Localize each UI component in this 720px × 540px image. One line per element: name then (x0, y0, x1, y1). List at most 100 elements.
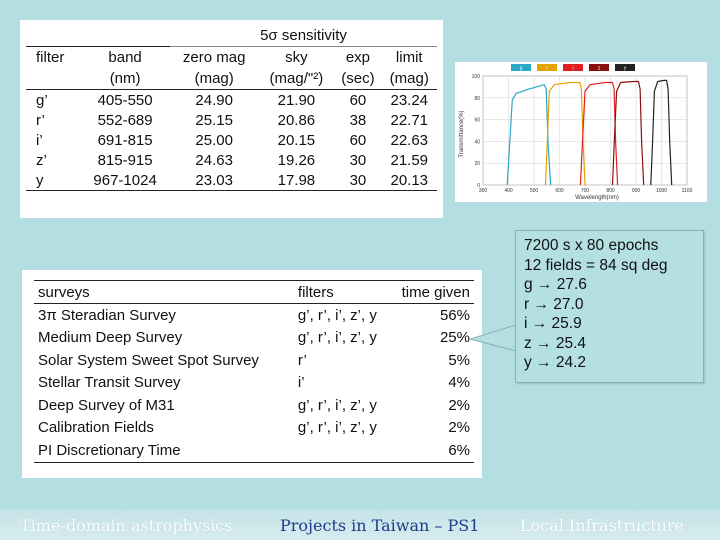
survey-name: Stellar Transit Survey (38, 374, 181, 392)
legend-label-i: i (572, 66, 573, 72)
survey-time: 2% (448, 419, 470, 437)
sensitivity-units-row: (nm) (mag) (mag/"²) (sec) (mag) (26, 67, 437, 90)
survey-row: Solar System Sweet Spot Survey r’ 5% (34, 349, 474, 372)
cell: 22.71 (390, 111, 429, 129)
y-tick-label: 40 (474, 139, 480, 145)
legend-label-y: y (624, 66, 627, 72)
legend-swatch-y (615, 64, 635, 71)
survey-time: 25% (439, 329, 470, 347)
unit-limit: (mag) (381, 67, 437, 90)
callout-line: g → 27.6 (524, 276, 587, 293)
survey-row: PI Discretionary Time 6% (34, 439, 474, 463)
cell: 24.90 (195, 91, 233, 109)
x-axis-label: Wavelength(nm) (575, 195, 619, 201)
x-tick-label: 400 (504, 188, 513, 194)
survey-time: 4% (448, 374, 470, 392)
survey-filters (297, 439, 402, 463)
legend-label-r: r (546, 66, 548, 72)
callout-line: 12 fields = 84 sq deg (524, 256, 668, 274)
callout-line: z → 25.4 (524, 334, 587, 352)
survey-time: 6% (401, 439, 474, 463)
header-band: band (80, 46, 170, 67)
cell: y (26, 170, 81, 191)
y-tick-label: 60 (474, 118, 480, 124)
series-line-r (544, 81, 586, 186)
sensitivity-row: i’ 691-815 25.00 20.15 60 22.63 (26, 130, 437, 150)
x-tick-label: 800 (606, 188, 615, 194)
cell: 552-689 (97, 111, 153, 129)
x-tick-label: 700 (581, 188, 590, 194)
survey-row: Medium Deep Survey g’, r’, i’, z’, y 25% (34, 327, 474, 350)
sensitivity-row: g’ 405-550 24.90 21.90 60 23.24 (26, 90, 437, 111)
y-axis-label: Transmittance(%) (459, 110, 465, 157)
x-tick-label: 900 (632, 188, 641, 194)
survey-time: 2% (448, 396, 470, 414)
unit-exp: (sec) (334, 67, 382, 90)
survey-time: 56% (439, 306, 470, 324)
sensitivity-row: z’ 815-915 24.63 19.26 30 21.59 (26, 150, 437, 170)
cell: 21.90 (277, 91, 316, 109)
header-exp: exp (334, 46, 382, 67)
sensitivity-title: 5σ sensitivity (169, 24, 437, 47)
cell: 60 (349, 131, 367, 149)
transmission-chart-panel: 300 400 500 600 700 800 900 1000 1100 0 20 40 60 80 10… (455, 62, 707, 202)
cell: 691-815 (97, 131, 153, 149)
y-tick-label: 100 (472, 74, 481, 80)
x-tick-label: 300 (479, 188, 488, 194)
survey-name: Solar System Sweet Spot Survey (38, 351, 259, 369)
transmission-chart: 300 400 500 600 700 800 900 1000 1100 0 20 40 60 80 10… (459, 64, 693, 201)
cell: 22.63 (390, 131, 429, 149)
cell: 23.24 (390, 91, 429, 109)
cell: 20.15 (277, 131, 316, 149)
cell: 38 (349, 111, 367, 129)
legend-label-g: g (520, 66, 523, 72)
cell: 20.13 (381, 170, 437, 191)
header-time-given: time given (401, 280, 474, 304)
survey-filters: g’, r’, i’, z’, y (297, 306, 377, 324)
callout-line: r → 27.0 (524, 295, 584, 313)
survey-table: surveys filters time given 3π Steradian … (34, 280, 474, 463)
survey-time: 5% (448, 351, 470, 369)
cell: 17.98 (258, 170, 335, 191)
sensitivity-table: 5σ sensitivity filter band zero mag sky … (26, 24, 437, 191)
callout-pointer (470, 325, 518, 352)
y-tick-label: 80 (474, 96, 480, 102)
survey-name: PI Discretionary Time (34, 439, 298, 463)
cell: 30 (349, 151, 367, 169)
survey-name: Calibration Fields (38, 419, 154, 437)
header-filters: filters (297, 280, 402, 304)
series-line-z (611, 80, 645, 186)
sensitivity-header-row: filter band zero mag sky exp limit (26, 46, 437, 67)
survey-header-row: surveys filters time given (34, 280, 474, 304)
cell: 23.03 (169, 170, 259, 191)
y-tick-label: 0 (477, 183, 480, 189)
header-surveys: surveys (34, 280, 298, 304)
survey-row: Deep Survey of M31 g’, r’, i’, z’, y 2% (34, 394, 474, 417)
callout-note: 7200 s x 80 epochs 12 fields = 84 sq deg… (515, 230, 704, 383)
cell: 30 (334, 170, 382, 191)
cell: 20.86 (277, 111, 316, 129)
legend-swatch-i (563, 64, 583, 71)
nav-projects-in-taiwan[interactable]: Projects in Taiwan – PS1 (280, 516, 480, 535)
survey-row: Calibration Fields g’, r’, i’, z’, y 2% (34, 417, 474, 440)
survey-filters: g’, r’, i’, z’, y (297, 396, 377, 414)
survey-name: Medium Deep Survey (38, 329, 183, 347)
unit-band: (nm) (80, 67, 170, 90)
sensitivity-row: y 967-1024 23.03 17.98 30 20.13 (26, 170, 437, 191)
x-tick-label: 500 (530, 188, 539, 194)
cell: 815-915 (97, 151, 153, 169)
survey-row: 3π Steradian Survey g’, r’, i’, z’, y 56… (34, 304, 474, 327)
survey-row: Stellar Transit Survey i’ 4% (34, 372, 474, 395)
legend-swatch-z (589, 64, 609, 71)
nav-time-domain-astrophysics[interactable]: Time-domain astrophysics (20, 516, 233, 535)
x-tick-label: 600 (555, 188, 564, 194)
cell: 24.63 (195, 151, 233, 169)
survey-table-panel: surveys filters time given 3π Steradian … (22, 270, 482, 478)
nav-local-infrastructure[interactable]: Local Infrastructure (520, 516, 685, 535)
header-sky: sky (258, 46, 335, 67)
survey-filters: g’, r’, i’, z’, y (297, 419, 377, 437)
cell: 19.26 (277, 151, 316, 169)
y-tick-label: 20 (474, 161, 480, 167)
unit-sky: (mag/"²) (258, 67, 335, 90)
cell: 405-550 (97, 91, 153, 109)
